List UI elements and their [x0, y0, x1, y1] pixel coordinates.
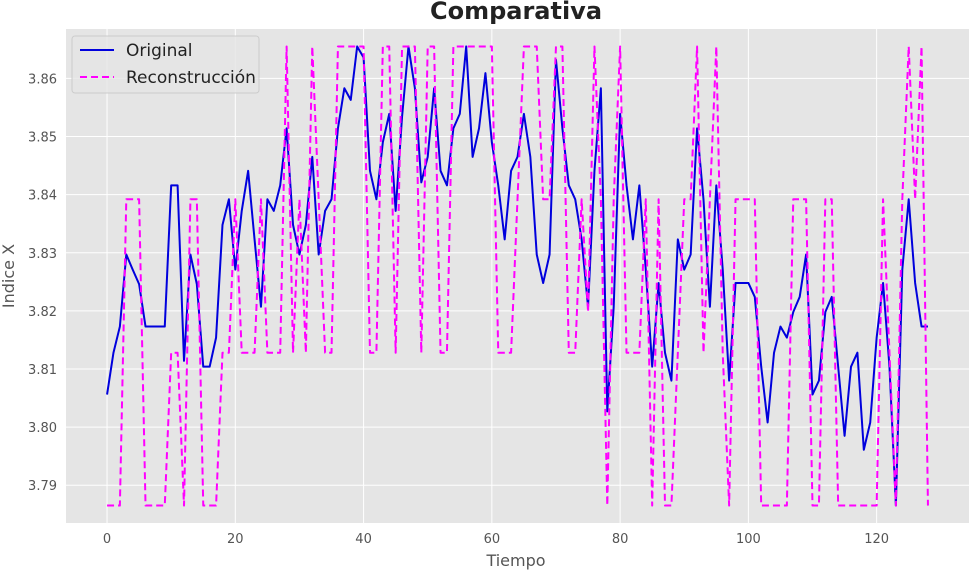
legend-label-original: Original: [126, 41, 193, 61]
plot-area: [66, 29, 969, 523]
series-layer: [106, 45, 929, 507]
legend-box: [71, 35, 260, 94]
x-tick-label: 80: [612, 532, 629, 547]
x-tick-label: 20: [227, 532, 244, 547]
y-tick-label: 3.85: [28, 131, 57, 146]
x-axis-label: Tiempo: [485, 551, 545, 570]
x-tick-label: 0: [103, 532, 111, 547]
legend-label-reconstruccion: Reconstrucción: [126, 68, 256, 88]
y-axis-label: Indice X: [0, 244, 18, 308]
x-tick-label: 120: [864, 532, 889, 547]
y-tick-label: 3.82: [28, 305, 57, 320]
y-tick-label: 3.84: [28, 189, 57, 204]
x-tick-label: 100: [736, 532, 761, 547]
y-tick-label: 3.80: [28, 421, 57, 436]
chart-title: Comparativa: [430, 0, 602, 25]
x-tick-label: 60: [484, 532, 501, 547]
y-tick-label: 3.86: [28, 72, 57, 87]
y-tick-label: 3.79: [28, 479, 57, 494]
y-tick-label: 3.83: [28, 247, 57, 262]
legend: Original Reconstrucción: [71, 35, 260, 94]
y-tick-labels: 3.79 3.80 3.81 3.82 3.83 3.84 3.85 3.86: [28, 72, 57, 494]
x-tick-label: 40: [355, 532, 372, 547]
y-tick-label: 3.81: [28, 363, 57, 378]
series-line-reconstruccion: [107, 45, 929, 507]
x-tick-labels: 0 20 40 60 80 100 120: [103, 532, 889, 547]
